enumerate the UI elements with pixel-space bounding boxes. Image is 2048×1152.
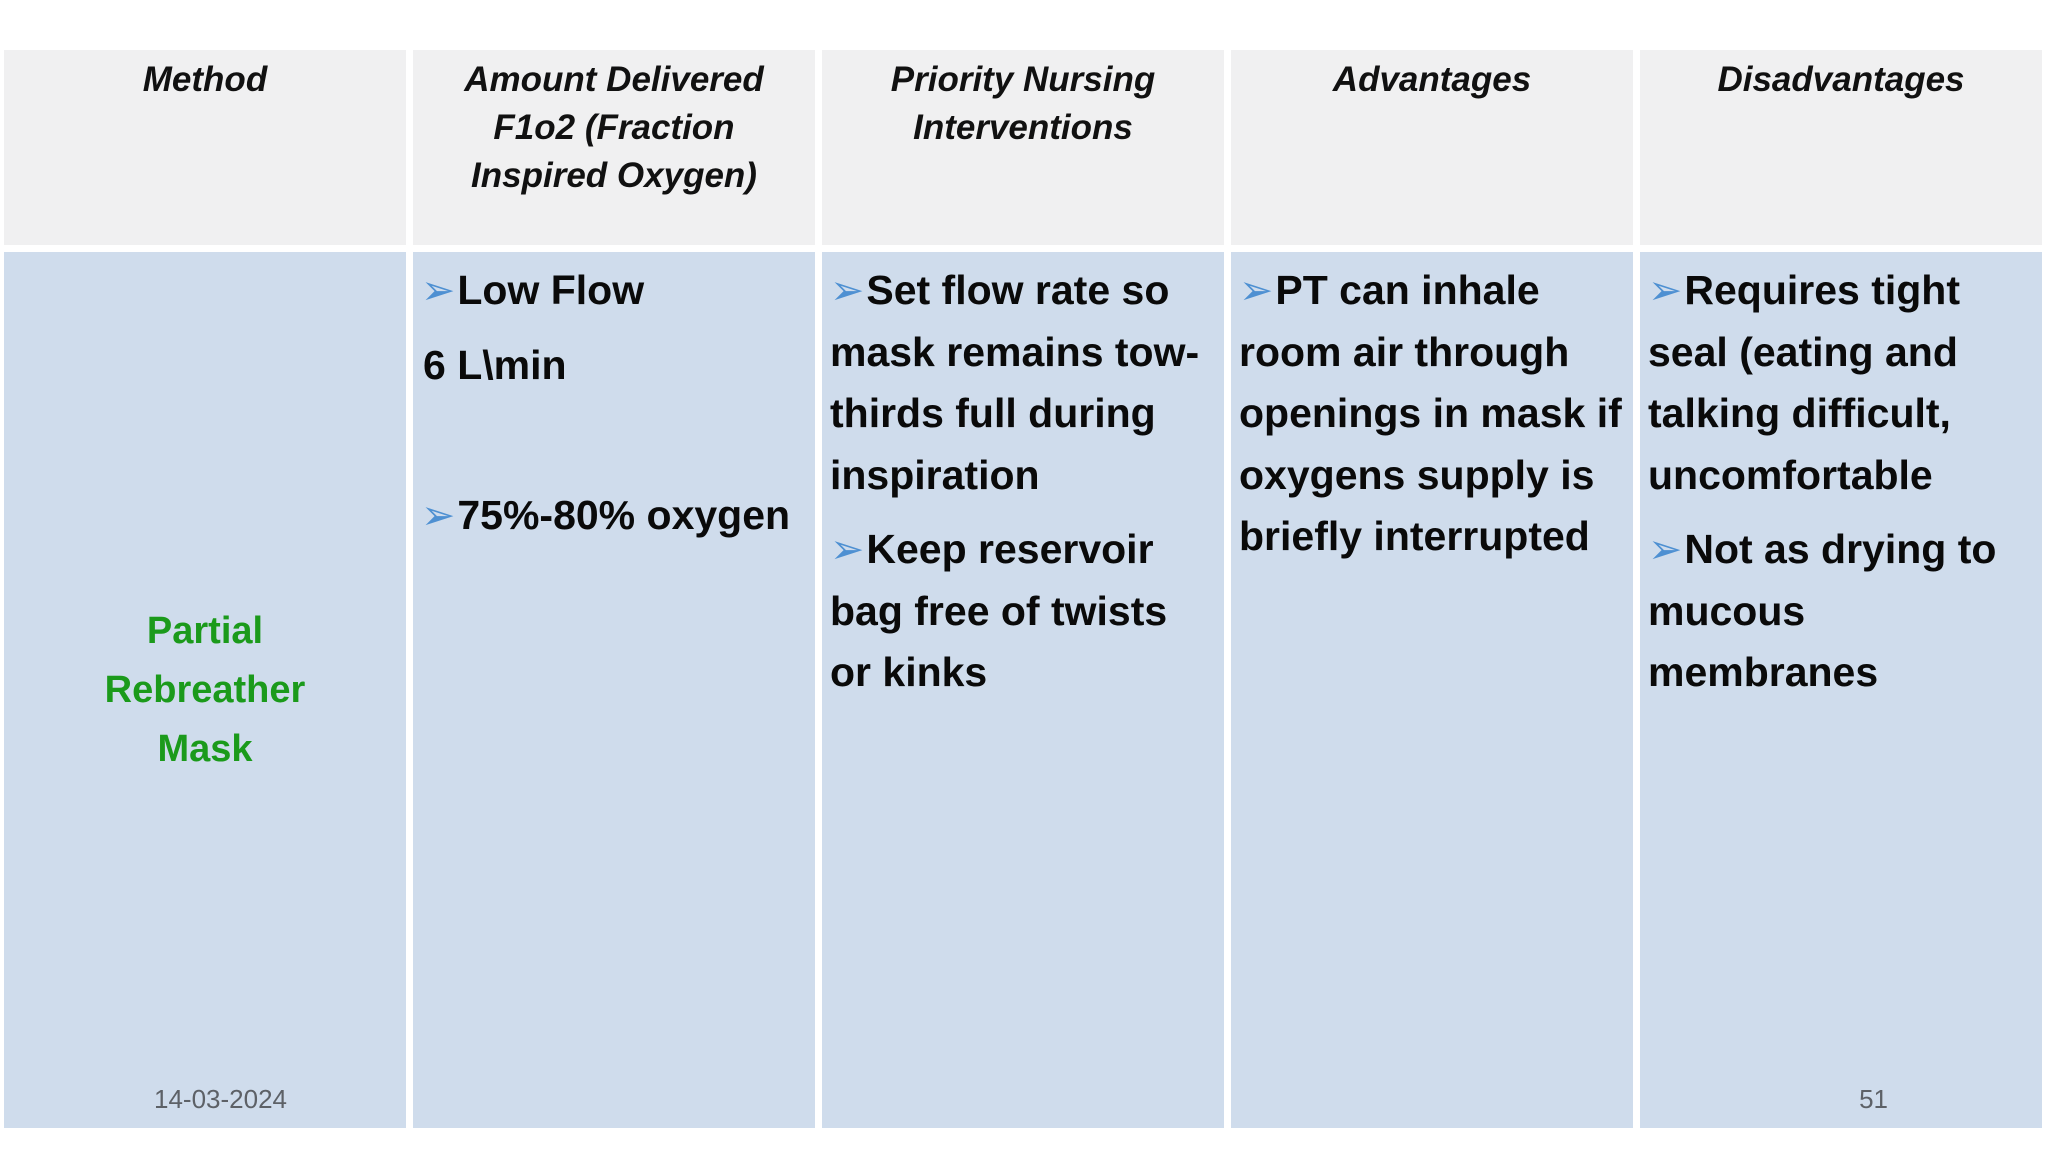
paragraph-text: Low Flow <box>457 267 645 313</box>
header-label: Advantages <box>1332 60 1532 99</box>
paragraph-text: Set flow rate so mask remains tow-thirds… <box>830 267 1200 498</box>
header-cell-amount-delivered: Amount Delivered F1o2 (Fraction Inspired… <box>413 50 815 245</box>
header-label: F1o2 (Fraction <box>493 108 735 147</box>
bullet-paragraph: ➢Set flow rate so mask remains tow-third… <box>830 260 1214 506</box>
paragraph-text: Not as drying to mucous membranes <box>1648 526 1997 695</box>
method-name-line: Rebreather <box>104 668 306 711</box>
header-cell-priority-nursing: Priority Nursing Interventions <box>822 50 1224 245</box>
cell-method: Partial Rebreather Mask <box>4 252 406 1128</box>
header-label: Disadvantages <box>1717 60 1965 99</box>
arrow-bullet-icon: ➢ <box>421 267 456 313</box>
header-cell-method: Method <box>4 50 406 245</box>
method-name-line: Mask <box>157 727 253 770</box>
oxygen-delivery-table: Method Amount Delivered F1o2 (Fraction I… <box>4 50 2042 1128</box>
header-label: Method <box>142 60 268 99</box>
slide-number: 51 <box>1859 1084 1888 1114</box>
header-cell-disadvantages: Disadvantages <box>1640 50 2042 245</box>
arrow-bullet-icon: ➢ <box>1648 267 1683 313</box>
bullet-paragraph: ➢PT can inhale room air through openings… <box>1239 260 1623 568</box>
arrow-bullet-icon: ➢ <box>421 492 456 538</box>
header-cell-advantages: Advantages <box>1231 50 1633 245</box>
cell-disadvantages: ➢Requires tight seal (eating and talking… <box>1640 252 2042 1128</box>
bullet-paragraph: ➢Requires tight seal (eating and talking… <box>1648 260 2032 506</box>
bullet-paragraph: ➢Low Flow <box>421 260 805 322</box>
header-label: Inspired Oxygen) <box>471 156 757 195</box>
header-label: Amount Delivered <box>464 60 764 99</box>
table-header-row: Method Amount Delivered F1o2 (Fraction I… <box>4 50 2042 245</box>
paragraph-text: 75%-80% oxygen <box>457 492 791 538</box>
table-body-row: Partial Rebreather Mask ➢Low Flow 6 L\mi… <box>4 252 2042 1128</box>
paragraph-text: PT can inhale room air through openings … <box>1239 267 1622 559</box>
bullet-paragraph: 6 L\min <box>421 335 805 397</box>
paragraph-text: 6 L\min <box>423 342 567 388</box>
cell-amount-delivered: ➢Low Flow 6 L\min ➢75%-80% oxygen <box>413 252 815 1128</box>
header-label: Priority Nursing <box>890 60 1156 99</box>
cell-priority-nursing-interventions: ➢Set flow rate so mask remains tow-third… <box>822 252 1224 1128</box>
bullet-paragraph <box>421 410 805 472</box>
arrow-bullet-icon: ➢ <box>830 526 865 572</box>
bullet-paragraph: ➢75%-80% oxygen <box>421 485 805 547</box>
method-name-line: Partial <box>146 609 264 652</box>
header-label: Interventions <box>913 108 1133 147</box>
arrow-bullet-icon: ➢ <box>1648 526 1683 572</box>
paragraph-text: Keep reservoir bag free of twists or kin… <box>830 526 1168 695</box>
paragraph-text: Requires tight seal (eating and talking … <box>1648 267 1960 498</box>
bullet-paragraph: ➢Keep reservoir bag free of twists or ki… <box>830 519 1214 704</box>
arrow-bullet-icon: ➢ <box>1239 267 1274 313</box>
slide-date: 14-03-2024 <box>154 1084 287 1114</box>
arrow-bullet-icon: ➢ <box>830 267 865 313</box>
cell-advantages: ➢PT can inhale room air through openings… <box>1231 252 1633 1128</box>
bullet-paragraph: ➢Not as drying to mucous membranes <box>1648 519 2032 704</box>
